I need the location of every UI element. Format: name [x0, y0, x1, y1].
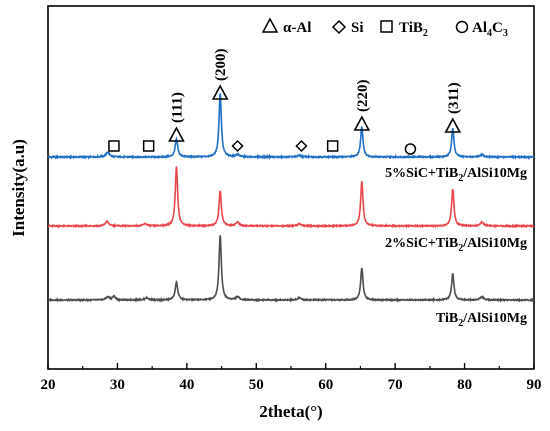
legend-label: α-Al — [283, 20, 311, 36]
series-label: 5%SiC+TiB2/AlSi10Mg — [385, 166, 527, 184]
annotations-layer: (111) (200) (220) (311) — [108, 49, 462, 155]
x-tick-label: 90 — [527, 377, 542, 393]
legend-circle-icon — [455, 20, 469, 34]
diamond-marker — [231, 139, 244, 153]
peak-plane-label: (220) — [355, 80, 371, 113]
square-marker — [326, 140, 339, 152]
x-axis-title: 2theta(°) — [259, 402, 322, 421]
x-tick-label: 50 — [249, 377, 264, 393]
x-tick-label: 40 — [179, 377, 194, 393]
legend-square-icon — [380, 20, 393, 33]
circle-marker — [404, 143, 417, 155]
x-tick-label: 20 — [41, 377, 56, 393]
triangle-marker — [444, 117, 462, 133]
legend-label: Si — [351, 20, 364, 36]
series-labels: 5%SiC+TiB2/AlSi10Mg 2%SiC+TiB2/AlSi10Mg Ti… — [385, 166, 527, 329]
x-tick-label: 70 — [388, 377, 403, 393]
y-axis-title: Intensity(a.u) — [9, 139, 28, 237]
series-line-1 — [47, 93, 535, 161]
series-layer — [47, 93, 535, 303]
square-marker — [142, 140, 155, 152]
series-line-2 — [47, 166, 535, 229]
x-tick-label: 60 — [318, 377, 333, 393]
square-marker — [108, 140, 120, 152]
legend-label: TiB2 — [399, 20, 428, 39]
series-label: 2%SiC+TiB2/AlSi10Mg — [385, 236, 527, 254]
legend-label: Al4C3 — [472, 20, 508, 39]
x-tick-label: 80 — [457, 377, 472, 393]
x-tick-label: 30 — [110, 377, 125, 393]
peak-plane-label: (200) — [213, 49, 229, 82]
series-line-3 — [47, 235, 535, 303]
triangle-marker — [353, 115, 371, 131]
diamond-marker — [295, 139, 308, 153]
legend-triangle-icon — [261, 17, 279, 33]
x-ticks: 20 30 40 50 60 70 80 90 — [41, 363, 542, 393]
peak-plane-label: (111) — [169, 92, 185, 123]
legend-diamond-icon — [331, 19, 347, 35]
triangle-marker — [168, 126, 185, 142]
triangle-marker — [211, 84, 229, 100]
legend: α-Al Si TiB2 Al4C3 — [261, 17, 508, 39]
plot-frame — [47, 5, 535, 370]
peak-plane-label: (311) — [446, 82, 462, 114]
series-label: TiB2/AlSi10Mg — [436, 311, 527, 329]
